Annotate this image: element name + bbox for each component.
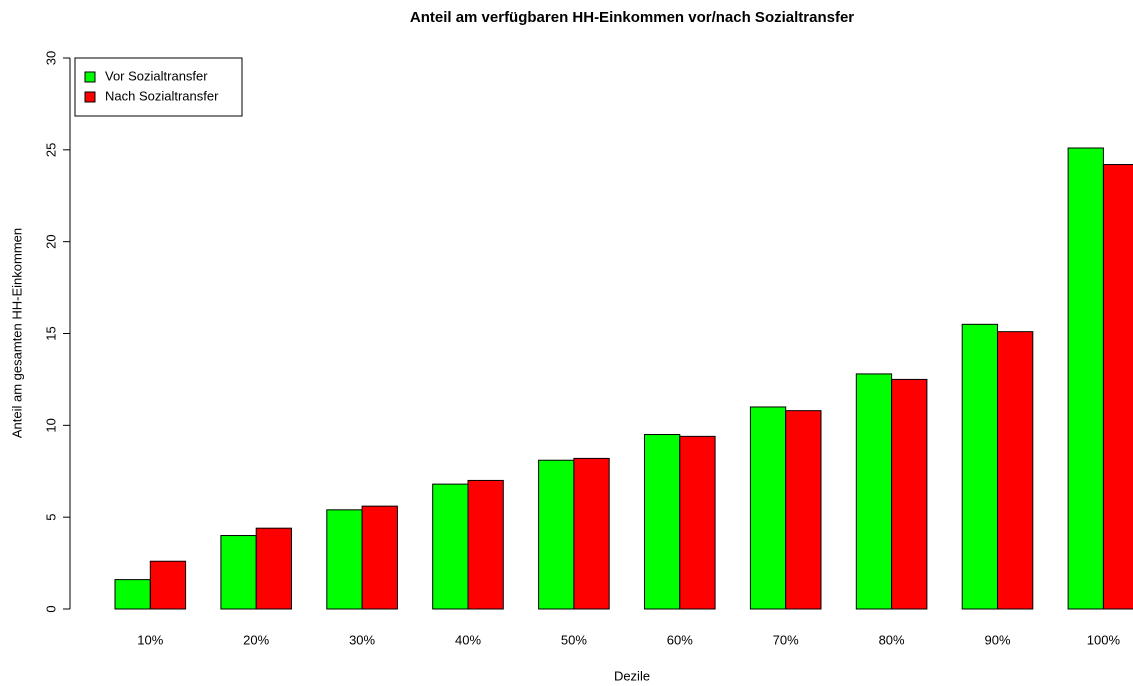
bar [573,457,610,610]
bar [326,509,363,610]
bar [679,435,716,610]
y-tick-label: 0 [43,605,58,612]
bar [644,434,681,610]
y-tick-label: 5 [43,514,58,521]
chart-title: Anteil am verfügbaren HH-Einkommen vor/n… [410,9,854,26]
bar [891,378,928,610]
bar [1067,147,1104,610]
legend-label: Vor Sozialtransfer [105,68,208,83]
bar [114,579,151,610]
bar [749,406,787,610]
bar [538,459,575,610]
bar [255,527,293,610]
y-tick-label: 15 [43,326,58,340]
legend-label: Nach Sozialtransfer [105,88,219,103]
x-tick-label: 70% [773,632,799,647]
x-tick-label: 20% [243,632,269,647]
bar [220,535,257,610]
x-tick-label: 40% [455,632,481,647]
y-axis-label: Anteil am gesamten HH-Einkommen [9,228,24,438]
y-tick-label: 20 [43,234,58,248]
x-tick-label: 10% [137,632,163,647]
bar [961,323,999,610]
x-tick-label: 30% [349,632,375,647]
x-tick-label: 60% [667,632,693,647]
bar [785,410,822,610]
legend-swatch [84,71,96,83]
x-axis-label: Dezile [614,668,650,683]
x-tick-label: 80% [879,632,905,647]
y-tick-label: 30 [43,51,58,65]
bar [149,560,187,610]
bar [997,331,1034,610]
legend-swatch [84,91,96,103]
bar [855,373,893,610]
x-tick-label: 90% [984,632,1010,647]
x-tick-label: 100% [1087,632,1121,647]
legend-box [74,57,243,117]
bar [467,479,504,610]
bar [1102,164,1133,610]
y-tick-label: 10 [43,418,58,432]
x-tick-label: 50% [561,632,587,647]
y-tick-label: 25 [43,143,58,157]
bar [432,483,469,610]
bar [361,505,398,610]
